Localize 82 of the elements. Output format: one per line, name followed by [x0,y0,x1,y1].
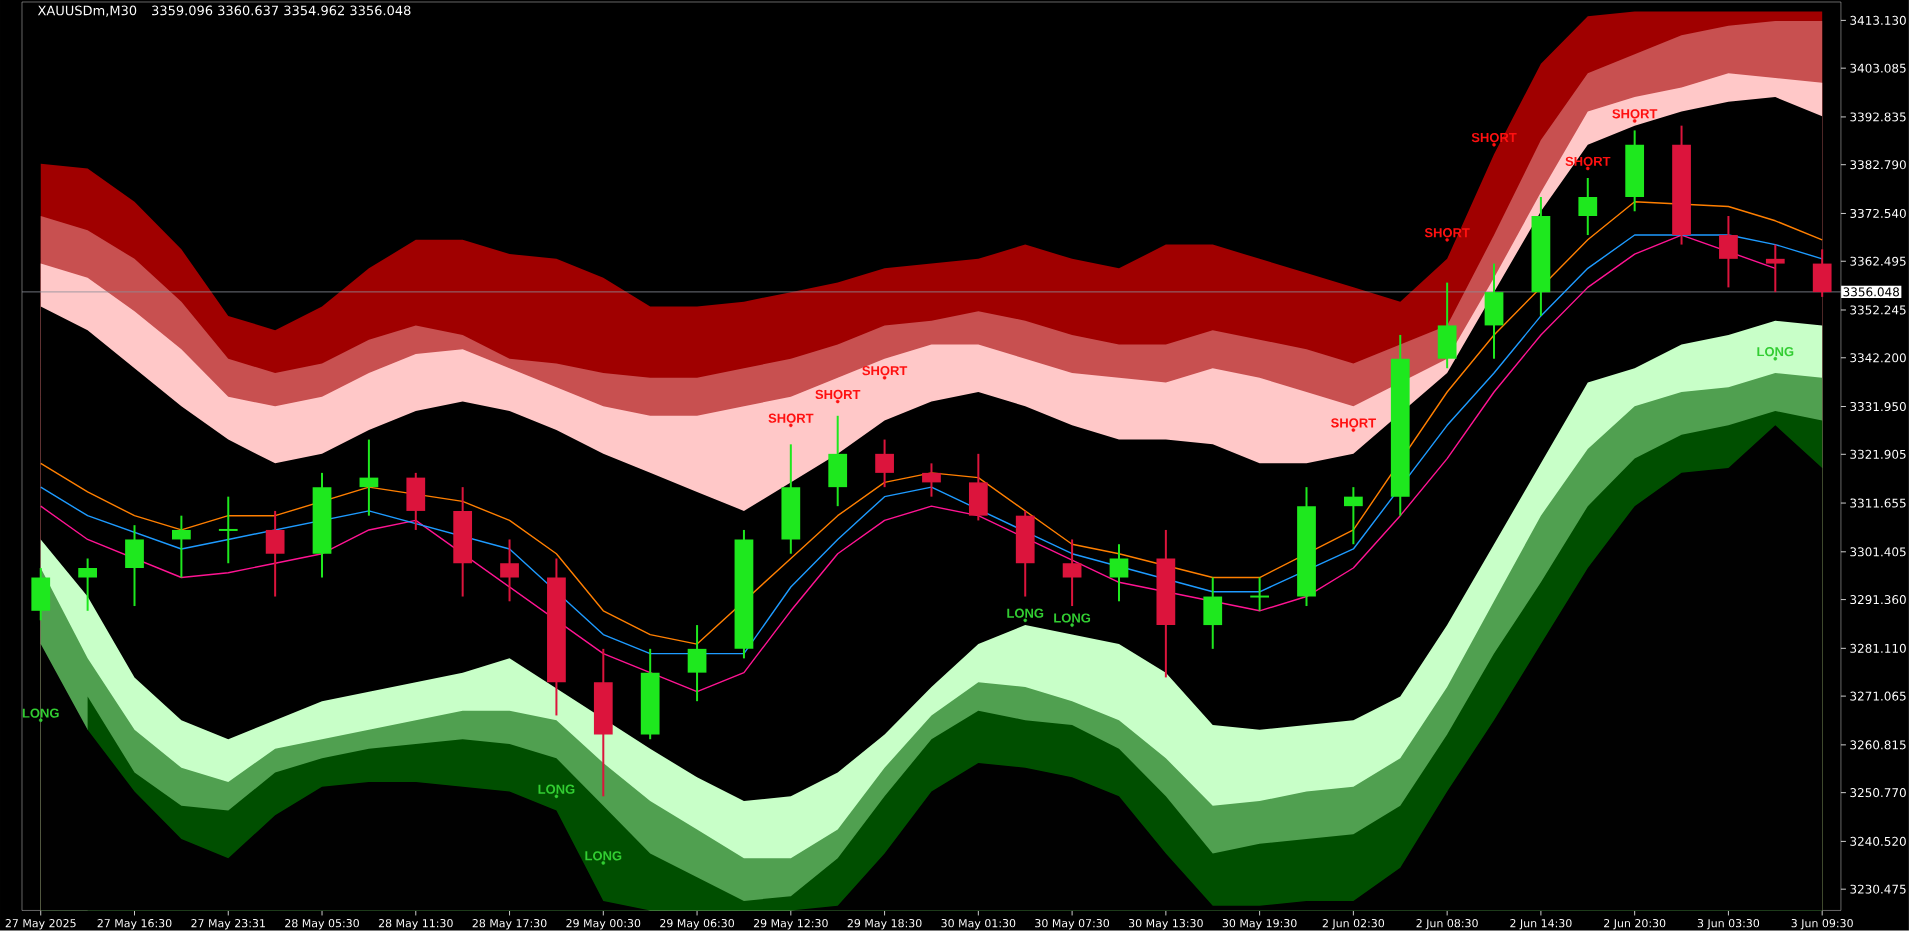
x-tick-label: 30 May 19:30 [1222,919,1297,930]
x-tick-label: 29 May 00:30 [566,919,641,930]
chart-title: XAUUSDm,M30 [37,5,137,17]
y-tick-label: 3372.540 [1850,209,1906,219]
y-tick-label: 3240.520 [1850,836,1906,847]
candlestick [78,557,97,612]
point [1070,623,1074,627]
x-tick-label: 30 May 13:30 [1129,919,1203,930]
x-tick-label: 27 May 23:31 [191,919,265,930]
candlestick [922,462,941,498]
data-label: LONG [538,784,575,794]
y-tick-label: 3413.130 [1850,15,1906,26]
data-label: LONG [1007,608,1044,618]
data-label: SHORT [1612,109,1658,119]
x-tick-label: 28 May 17:30 [472,919,547,930]
y-tick-label: 3301.405 [1850,547,1906,557]
x-tick-label: 3 Jun 09:30 [1791,919,1853,930]
candlestick [875,438,894,489]
candlestick [1249,576,1270,612]
point [1351,428,1356,432]
x-tick-label: 2 Jun 14:30 [1510,919,1572,930]
y-tick-label: 3271.065 [1850,691,1906,701]
candlestick [1062,538,1082,608]
y-tick-label: 3250.770 [1850,788,1906,798]
candlestick [1109,543,1129,603]
point [1023,618,1028,623]
y-tick-label: 3331.950 [1850,402,1906,412]
point [789,423,793,428]
data-label: LONG [1757,347,1794,357]
y-tick-label: 3342.200 [1850,353,1906,363]
y-tick-label: 3403.085 [1850,63,1906,73]
data-label: SHORT [1331,418,1376,428]
candlestick [1578,177,1598,237]
x-tick-label: 28 May 11:30 [378,919,453,930]
point [835,399,840,404]
point [882,376,887,380]
candlestick [217,495,239,565]
y-tick-label: 3382.790 [1850,160,1906,170]
y-tick-label: 3311.655 [1850,498,1906,508]
y-tick-label: 3281.110 [1850,643,1906,653]
candlestick [687,624,707,703]
x-tick-label: 30 May 01:30 [941,919,1016,930]
x-tick-label: 27 May 16:30 [97,919,172,930]
chart-subtitle: 3359.096 3360.637 3354.962 3356.048 [152,5,411,16]
candlestick [1344,486,1363,546]
candlestick [500,538,519,603]
candlestick [172,514,191,579]
y-tick-label: 3321.905 [1850,449,1906,459]
y-tick-label: 3230.475 [1850,884,1906,894]
data-label: SHORT [768,413,814,423]
data-label: SHORT [862,366,908,376]
x-tick-label: 30 May 07:30 [1035,919,1110,930]
x-tick-label: 3 Jun 03:30 [1697,919,1760,930]
y-tick-label: 3392.835 [1850,112,1906,122]
x-tick-label: 29 May 06:30 [660,919,734,930]
point [1632,119,1637,123]
candlestick [359,438,379,517]
y-tick-label: 3260.815 [1850,740,1906,750]
point [1445,238,1449,242]
x-tick-label: 2 Jun 02:30 [1322,919,1385,930]
y-tick-label: 3291.360 [1850,595,1906,605]
point [1585,166,1590,171]
x-tick-label: 27 May 2025 [5,919,76,930]
point [1773,357,1778,361]
y-tick-label: 3352.245 [1850,305,1906,315]
x-tick-label: 29 May 12:30 [753,919,828,930]
data-label: LONG [22,708,59,718]
x-tick-label: 29 May 18:30 [847,919,922,930]
candlestick [1765,243,1785,294]
x-tick-label: 28 May 05:30 [285,919,359,930]
candlestick [1719,215,1738,289]
data-label: SHORT [815,389,861,400]
x-tick-label: 2 Jun 20:30 [1604,919,1666,930]
candlestick [265,510,285,598]
point [38,718,43,723]
point [601,861,606,865]
y-tick-label: 3362.495 [1850,256,1906,266]
ref-line-label: 3356.048 [1843,287,1900,297]
data-label: LONG [1054,613,1091,623]
point [554,794,559,799]
x-tick-label: 2 Jun 08:30 [1416,919,1478,930]
data-label: LONG [585,851,622,861]
